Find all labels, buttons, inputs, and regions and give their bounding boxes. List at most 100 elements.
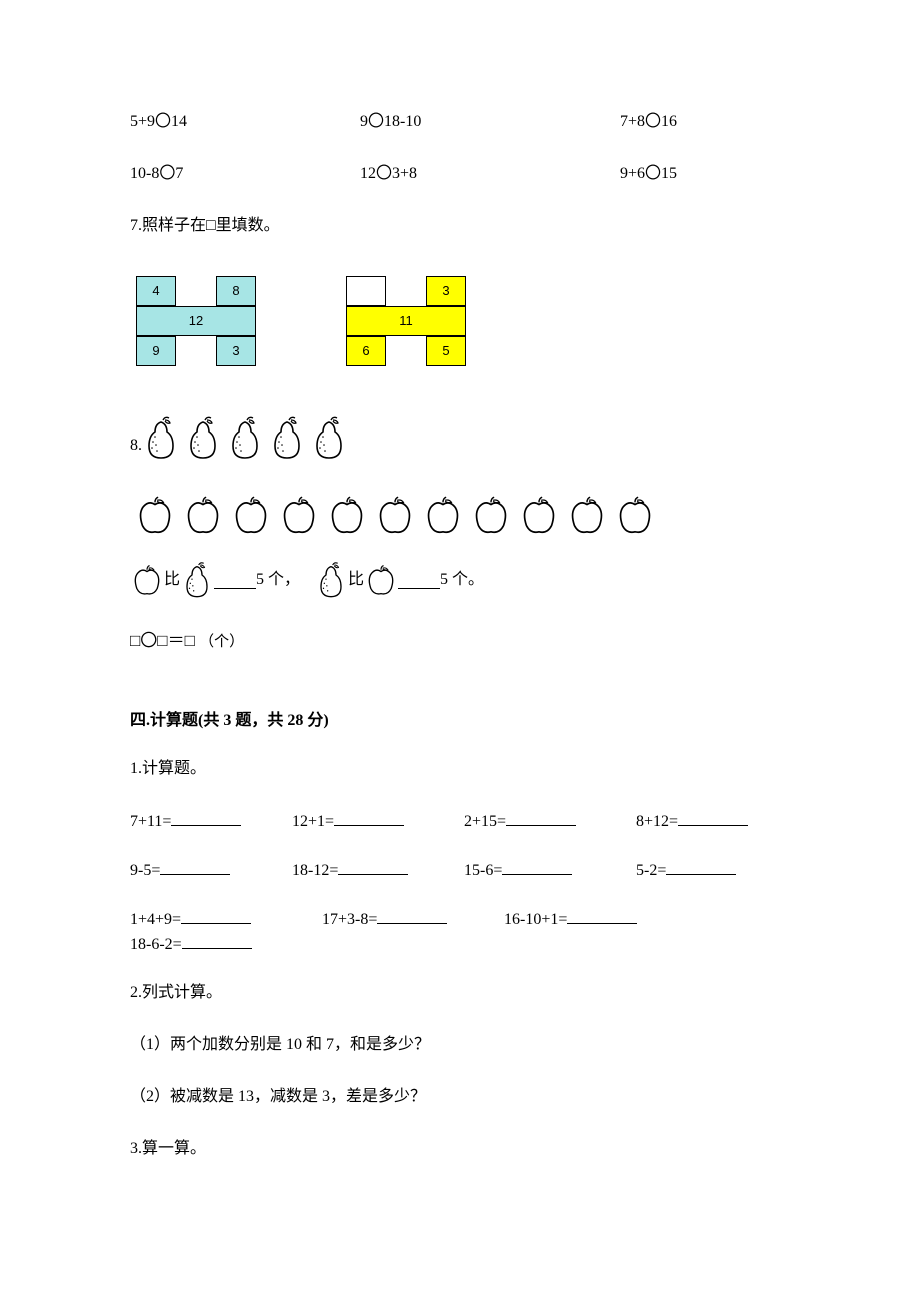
box-cell: 4 bbox=[136, 276, 176, 306]
apple-icon bbox=[614, 494, 656, 536]
apple-icon bbox=[374, 494, 416, 536]
q4-2-label: 2.列式计算。 bbox=[130, 981, 790, 1005]
answer-blank bbox=[678, 809, 748, 826]
calc-row: 9-5= 18-12= 15-6= 5-2= bbox=[130, 858, 790, 883]
calc-item: 7+11= bbox=[130, 809, 280, 834]
circle-op: 〇 bbox=[140, 628, 157, 654]
comparison-cell: 10-8〇7 bbox=[130, 162, 360, 186]
apple-icons bbox=[134, 494, 790, 536]
compare-text: 5 个， bbox=[256, 568, 300, 592]
comparison-row-2: 10-8〇712〇3+89+6〇15 bbox=[130, 162, 790, 186]
apple-icon bbox=[134, 494, 176, 536]
equals-sign: ＝ bbox=[168, 631, 185, 650]
pear-icon bbox=[224, 414, 266, 462]
answer-blank bbox=[666, 858, 736, 875]
answer-blank bbox=[160, 858, 230, 875]
q4-1-label: 1.计算题。 bbox=[130, 757, 790, 781]
comparison-cell: 9+6〇15 bbox=[620, 162, 800, 186]
calc-item: 1+4+9= bbox=[130, 907, 310, 932]
circle-blank: 〇 bbox=[155, 110, 171, 134]
answer-blank bbox=[181, 907, 251, 924]
comparison-cell: 7+8〇16 bbox=[620, 110, 800, 134]
calc-item: 8+12= bbox=[636, 809, 766, 834]
pear-icons bbox=[140, 414, 350, 470]
circle-blank: 〇 bbox=[159, 162, 175, 186]
compare-text: 比 bbox=[348, 568, 364, 592]
comparison-cell: 12〇3+8 bbox=[360, 162, 620, 186]
apple-icon bbox=[422, 494, 464, 536]
box-gap bbox=[176, 276, 216, 306]
square-box: □ bbox=[157, 628, 167, 654]
pear-icon bbox=[140, 414, 182, 462]
compare-text: 5 个。 bbox=[440, 568, 484, 592]
calc-item: 18-12= bbox=[292, 858, 452, 883]
compare-text: 比 bbox=[164, 568, 180, 592]
calc-item: 18-6-2= bbox=[130, 932, 270, 957]
q4-2-sub1: （1）两个加数分别是 10 和 7，和是多少？ bbox=[130, 1033, 790, 1057]
circle-blank: 〇 bbox=[645, 162, 661, 186]
calc-row: 1+4+9= 17+3-8= 16-10+1= 18-6-2= bbox=[130, 907, 790, 957]
box-cell: 8 bbox=[216, 276, 256, 306]
calc-row: 7+11= 12+1= 2+15= 8+12= bbox=[130, 809, 790, 834]
box-cell: 3 bbox=[426, 276, 466, 306]
square-box: □ bbox=[130, 628, 140, 654]
q8-equation: □〇□＝□ （个） bbox=[130, 628, 790, 654]
box-cell: 5 bbox=[426, 336, 466, 366]
answer-blank bbox=[567, 907, 637, 924]
answer-blank bbox=[502, 858, 572, 875]
calc-item: 5-2= bbox=[636, 858, 766, 883]
box-middle: 12 bbox=[136, 306, 256, 336]
pear-icon bbox=[266, 414, 308, 462]
pear-icon bbox=[180, 560, 214, 600]
box-gap bbox=[386, 336, 426, 366]
answer-blank bbox=[171, 809, 241, 826]
square-box: □ bbox=[185, 628, 195, 654]
q7-boxes: 4 8 12 9 3 3 11 6 5 bbox=[136, 276, 790, 366]
calc-item: 16-10+1= bbox=[504, 907, 684, 932]
box-cell: 3 bbox=[216, 336, 256, 366]
q8-pears-row: 8. bbox=[130, 414, 790, 470]
box-gap bbox=[386, 276, 426, 306]
q8-compare-line: 比 5 个， 比 5 个。 bbox=[130, 560, 790, 600]
circle-blank: 〇 bbox=[368, 110, 384, 134]
answer-blank bbox=[338, 858, 408, 875]
apple-icon bbox=[182, 494, 224, 536]
box-middle: 11 bbox=[346, 306, 466, 336]
calc-item: 15-6= bbox=[464, 858, 624, 883]
calc-rows: 7+11= 12+1= 2+15= 8+12= 9-5= 18-12= 15-6= 5-2= 1… bbox=[130, 809, 790, 957]
comparison-row-1: 5+9〇149〇18-107+8〇16 bbox=[130, 110, 790, 134]
q4-3-label: 3.算一算。 bbox=[130, 1137, 790, 1161]
comparison-cell: 5+9〇14 bbox=[130, 110, 360, 134]
answer-blank bbox=[506, 809, 576, 826]
fill-blank bbox=[398, 572, 440, 589]
calc-item: 2+15= bbox=[464, 809, 624, 834]
q7-box-fill: 3 11 6 5 bbox=[346, 276, 466, 366]
apple-icon bbox=[130, 563, 164, 597]
fill-blank bbox=[214, 572, 256, 589]
answer-blank bbox=[377, 907, 447, 924]
box-cell: 6 bbox=[346, 336, 386, 366]
box-gap bbox=[176, 336, 216, 366]
q8-prefix: 8. bbox=[130, 434, 142, 458]
pear-icon bbox=[308, 414, 350, 462]
apple-icon bbox=[364, 563, 398, 597]
box-cell: 9 bbox=[136, 336, 176, 366]
pear-icon bbox=[182, 414, 224, 462]
apple-icon bbox=[566, 494, 608, 536]
box-cell bbox=[346, 276, 386, 306]
answer-blank bbox=[182, 932, 252, 949]
calc-item: 12+1= bbox=[292, 809, 452, 834]
q4-2-sub2: （2）被减数是 13，减数是 3，差是多少？ bbox=[130, 1085, 790, 1109]
answer-blank bbox=[334, 809, 404, 826]
comparison-cell: 9〇18-10 bbox=[360, 110, 620, 134]
circle-blank: 〇 bbox=[645, 110, 661, 134]
apple-icon bbox=[230, 494, 272, 536]
pear-icon bbox=[314, 560, 348, 600]
apple-icon bbox=[518, 494, 560, 536]
apple-icon bbox=[470, 494, 512, 536]
calc-item: 17+3-8= bbox=[322, 907, 492, 932]
q7-prompt: 7.照样子在□里填数。 bbox=[130, 214, 790, 238]
apple-icon bbox=[326, 494, 368, 536]
calc-item: 9-5= bbox=[130, 858, 280, 883]
circle-blank: 〇 bbox=[376, 162, 392, 186]
